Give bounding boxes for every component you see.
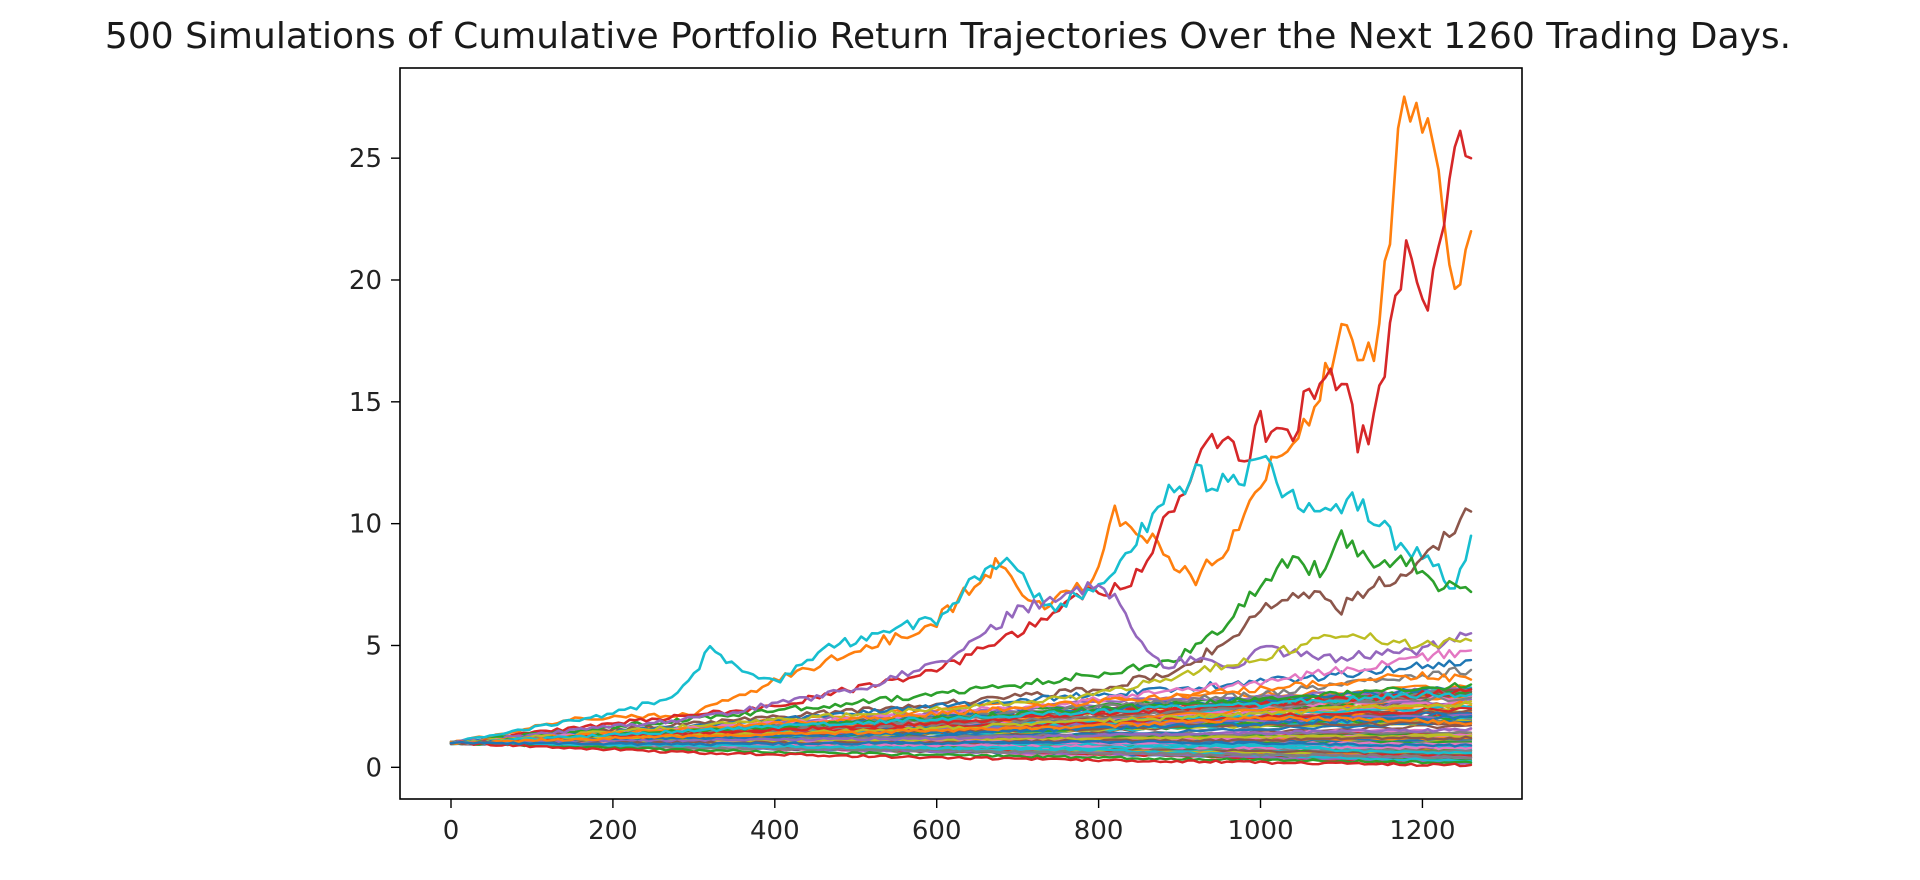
y-tick-label: 20 [349, 266, 382, 296]
y-tick-label: 15 [349, 388, 382, 418]
plot-area-frame [399, 67, 1523, 800]
x-tick-label: 200 [588, 816, 638, 846]
x-tick-label: 400 [750, 816, 800, 846]
simulation-line [449, 632, 1473, 745]
series-group [449, 95, 1473, 768]
y-axis: 0 5 10 15 20 25 [349, 144, 400, 783]
simulation-line [449, 739, 1473, 748]
y-tick-label: 0 [365, 753, 382, 783]
simulation-line [449, 95, 1473, 745]
simulation-line [449, 688, 1473, 744]
x-tick-label: 600 [912, 816, 962, 846]
x-tick-label: 1000 [1227, 816, 1293, 846]
simulation-line [449, 690, 1473, 746]
simulation-line [449, 715, 1473, 746]
simulation-line [449, 727, 1473, 745]
y-tick-label: 10 [349, 510, 382, 540]
x-tick-label: 800 [1074, 816, 1124, 846]
simulation-line [449, 741, 1473, 768]
y-tick-label: 5 [365, 631, 382, 661]
simulation-line [449, 741, 1473, 760]
x-axis: 0 200 400 600 800 1000 1200 [443, 799, 1456, 846]
x-tick-label: 1200 [1389, 816, 1455, 846]
simulation-line [449, 740, 1473, 755]
chart-title: 500 Simulations of Cumulative Portfolio … [105, 16, 1791, 57]
simulation-line [449, 581, 1473, 744]
y-tick-label: 25 [349, 144, 382, 174]
x-tick-label: 0 [443, 816, 460, 846]
simulation-line [449, 454, 1473, 746]
simulation-line [449, 671, 1473, 745]
